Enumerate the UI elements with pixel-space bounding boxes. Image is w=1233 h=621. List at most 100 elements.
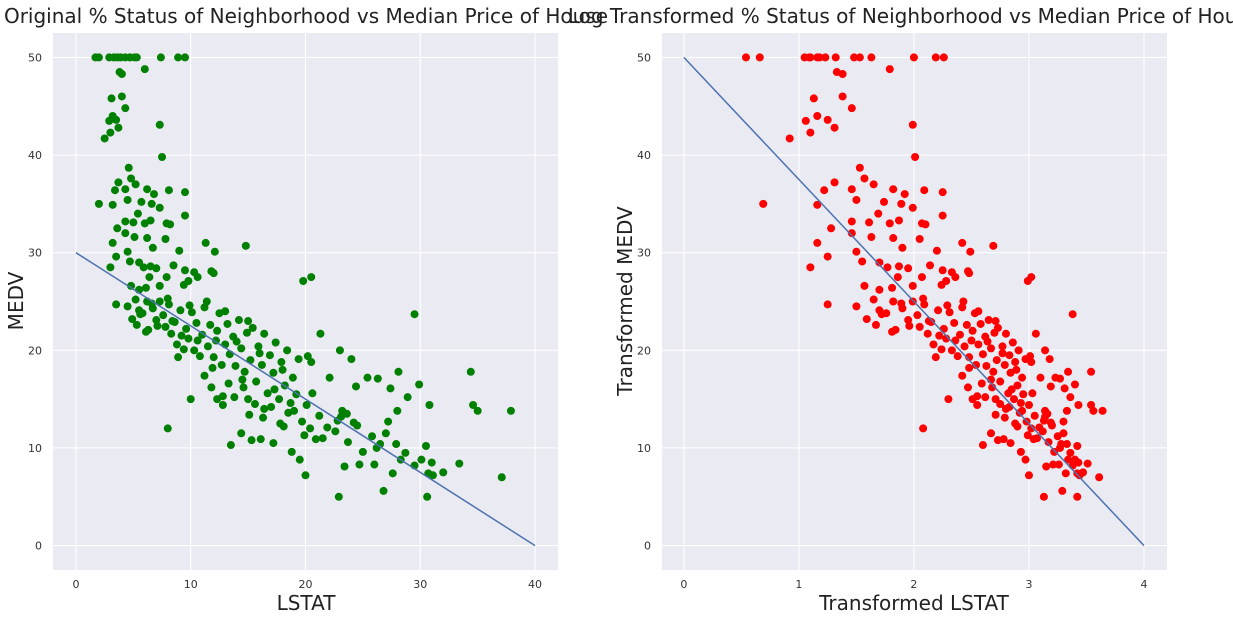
left-scatter-point: [294, 355, 303, 364]
left-scatter-point: [127, 281, 136, 290]
right-scatter-point: [827, 224, 836, 233]
left-scatter-point: [301, 471, 310, 480]
right-scatter-point: [830, 123, 839, 132]
left-y-tick-label: 40: [28, 149, 42, 162]
left-scatter-point: [224, 379, 233, 388]
right-scatter-point: [1029, 435, 1038, 444]
right-scatter-point: [847, 229, 856, 238]
left-scatter-point: [174, 353, 183, 362]
right-scatter-point: [1021, 455, 1030, 464]
left-scatter-point: [141, 327, 150, 336]
left-scatter-point: [392, 440, 401, 449]
right-scatter-point: [1018, 406, 1027, 415]
right-scatter-point: [1016, 447, 1025, 456]
right-scatter-point: [953, 352, 962, 361]
left-scatter-point: [260, 329, 269, 338]
left-x-tick-label: 20: [299, 578, 313, 591]
right-scatter-point: [982, 361, 991, 370]
left-scatter-point: [352, 382, 360, 391]
left-scatter-point: [201, 238, 210, 247]
left-scatter-point: [394, 367, 403, 376]
right-scatter-point: [1064, 455, 1073, 464]
left-scatter-point: [155, 120, 164, 129]
right-scatter-point: [1095, 473, 1104, 482]
left-scatter-point: [231, 361, 240, 370]
left-y-tick-label: 10: [28, 442, 42, 455]
left-scatter-point: [242, 328, 251, 337]
left-scatter-point: [307, 358, 316, 367]
left-scatter-point: [237, 344, 246, 353]
right-scatter-point: [962, 320, 971, 329]
left-scatter-point: [252, 377, 261, 386]
left-scatter-point: [318, 434, 327, 443]
left-scatter-point: [112, 300, 121, 309]
left-scatter-point: [473, 406, 482, 415]
left-scatter-point: [161, 235, 170, 244]
left-scatter-point: [143, 185, 152, 194]
right-scatter-point: [965, 269, 974, 278]
right-scatter-point: [992, 356, 1001, 365]
left-scatter-point: [121, 229, 130, 238]
right-scatter-point: [908, 297, 917, 306]
left-scatter-point: [167, 329, 176, 338]
left-scatter-point: [207, 383, 216, 392]
right-y-axis-label: Transformed MEDV: [613, 206, 637, 397]
left-scatter-point: [239, 383, 248, 392]
left-scatter-point: [275, 395, 284, 404]
left-scatter-point: [136, 310, 145, 319]
right-scatter-point: [919, 294, 928, 303]
right-scatter-point: [1046, 382, 1055, 391]
right-scatter-point: [1027, 358, 1036, 367]
right-scatter-point: [976, 319, 985, 328]
left-scatter-point: [123, 302, 132, 311]
right-scatter-point: [955, 330, 964, 339]
right-scatter-point: [1098, 406, 1107, 415]
right-scatter-point: [926, 261, 935, 270]
right-scatter-point: [785, 134, 794, 143]
left-scatter-point: [180, 53, 189, 62]
left-scatter-point: [422, 442, 431, 451]
left-scatter-point: [368, 432, 377, 441]
right-scatter-point: [869, 180, 878, 189]
right-scatter-point: [1028, 389, 1037, 398]
right-scatter-point: [988, 383, 997, 392]
right-scatter-point: [905, 321, 914, 330]
right-scatter-point: [938, 188, 947, 197]
left-scatter-point: [184, 334, 193, 343]
right-scatter-point: [986, 429, 995, 438]
left-scatter-point: [206, 320, 215, 329]
left-scatter-point: [182, 324, 191, 333]
right-scatter-point: [1087, 367, 1096, 376]
left-scatter-point: [139, 263, 148, 272]
left-scatter-point: [303, 352, 312, 361]
left-scatter-point: [164, 186, 173, 195]
left-x-axis-label: LSTAT: [277, 591, 337, 615]
right-scatter-point: [966, 247, 975, 256]
left-scatter-point: [386, 384, 395, 393]
left-scatter-point: [299, 276, 308, 285]
right-scatter-point: [1000, 360, 1009, 369]
left-scatter-point: [290, 406, 299, 415]
right-scatter-point: [865, 218, 874, 227]
left-scatter-point: [117, 70, 126, 79]
left-scatter-point: [267, 402, 276, 411]
right-scatter-point: [938, 266, 947, 275]
right-scatter-point: [1054, 460, 1063, 469]
right-scatter-point: [938, 211, 947, 220]
left-scatter-point: [331, 427, 340, 436]
right-scatter-point: [968, 326, 977, 335]
left-scatter-point: [403, 393, 412, 402]
right-scatter-point: [920, 186, 929, 195]
right-scatter-point: [801, 116, 810, 125]
right-scatter-point: [1058, 486, 1067, 495]
right-scatter-point: [1001, 329, 1010, 338]
left-scatter-point: [223, 319, 232, 328]
left-scatter-point: [298, 417, 307, 426]
right-scatter-point: [831, 53, 840, 62]
left-scatter-point: [186, 395, 195, 404]
left-scatter-point: [132, 53, 141, 62]
right-scatter-point: [1011, 358, 1020, 367]
right-scatter-point: [989, 367, 998, 376]
left-scatter-point: [237, 429, 246, 438]
right-scatter-point: [809, 94, 818, 103]
